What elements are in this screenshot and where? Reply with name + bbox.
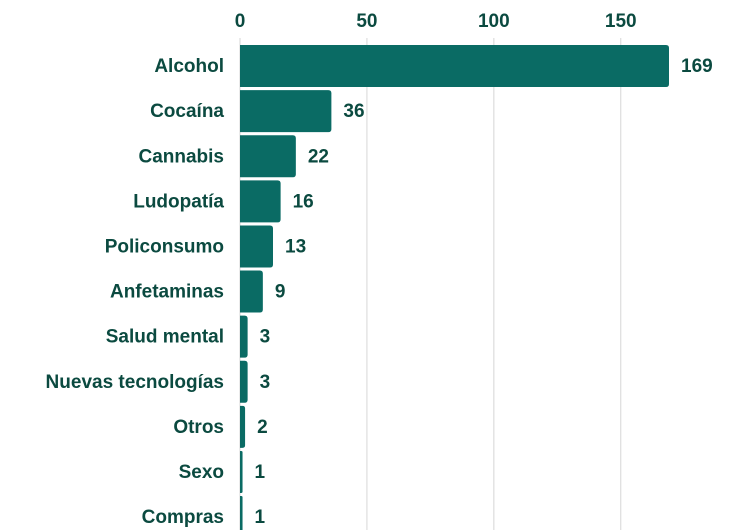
x-tick-label: 0 bbox=[235, 11, 246, 32]
value-label: 2 bbox=[257, 417, 268, 438]
y-tick-label: Cocaína bbox=[150, 101, 224, 122]
y-tick-label: Policonsumo bbox=[105, 236, 224, 257]
x-tick-label: 150 bbox=[605, 11, 637, 32]
bar bbox=[240, 360, 248, 403]
value-label: 36 bbox=[343, 101, 364, 122]
value-label: 1 bbox=[255, 507, 266, 528]
value-label: 13 bbox=[285, 236, 306, 257]
value-label: 1 bbox=[255, 462, 266, 483]
value-label: 169 bbox=[681, 56, 713, 77]
y-tick-label: Cannabis bbox=[138, 146, 224, 167]
bar bbox=[240, 496, 243, 530]
bar bbox=[240, 90, 332, 133]
value-label: 9 bbox=[275, 282, 286, 303]
y-tick-label: Nuevas tecnologías bbox=[46, 372, 224, 393]
value-label: 16 bbox=[293, 191, 314, 212]
y-tick-label: Compras bbox=[142, 507, 224, 528]
y-tick-label: Salud mental bbox=[106, 327, 224, 348]
bar bbox=[240, 135, 296, 178]
y-tick-label: Ludopatía bbox=[133, 191, 224, 212]
y-tick-label: Anfetaminas bbox=[110, 282, 224, 303]
bar bbox=[240, 45, 669, 88]
value-label: 3 bbox=[260, 372, 271, 393]
bar bbox=[240, 405, 246, 448]
y-tick-label: Sexo bbox=[179, 462, 224, 483]
value-label: 3 bbox=[260, 327, 271, 348]
value-label: 22 bbox=[308, 146, 329, 167]
bar bbox=[240, 225, 273, 268]
bar bbox=[240, 270, 263, 313]
x-tick-label: 100 bbox=[478, 11, 510, 32]
y-tick-label: Otros bbox=[173, 417, 224, 438]
x-tick-label: 50 bbox=[356, 11, 377, 32]
bar bbox=[240, 315, 248, 358]
bar bbox=[240, 180, 281, 223]
bar bbox=[240, 450, 243, 493]
y-tick-label: Alcohol bbox=[154, 56, 224, 77]
